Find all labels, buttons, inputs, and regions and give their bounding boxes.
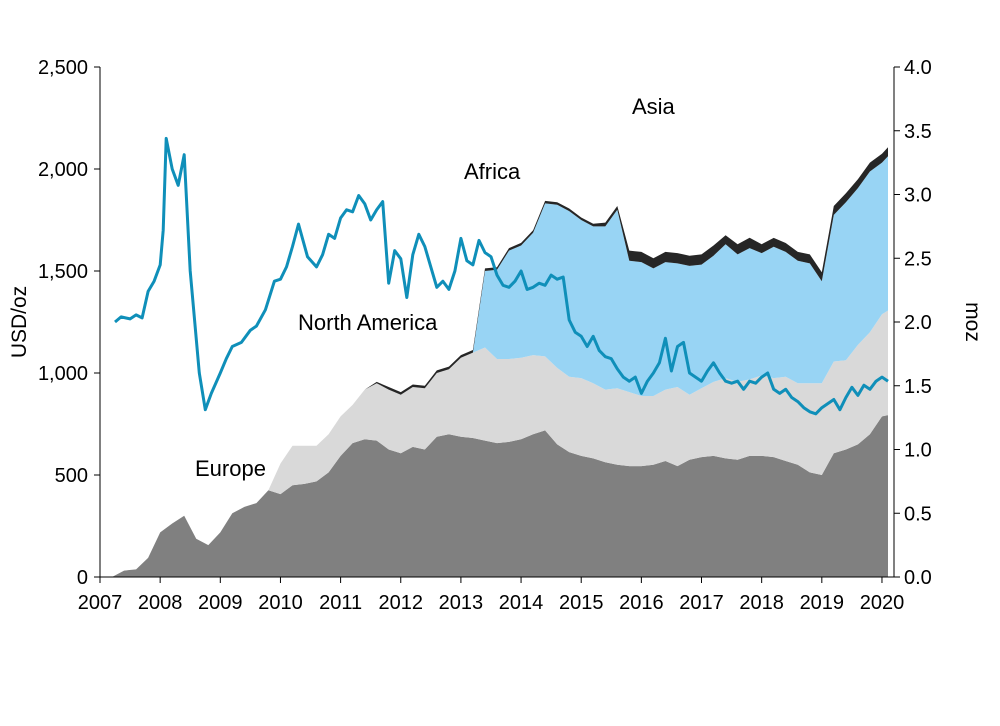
right-tick-label: 1.5 — [904, 376, 932, 398]
price-line — [114, 136, 889, 416]
x-tick-label: 2016 — [619, 592, 664, 614]
left-tick-label: 1,500 — [38, 261, 88, 283]
right-tick-label: 3.0 — [904, 185, 932, 207]
label-north-america: North America — [298, 310, 438, 335]
x-axis-ticks: 2007 2008 2009 2010 2011 2012 2013 2014 2015 2016… — [78, 577, 904, 614]
right-tick-label: 3.5 — [904, 121, 932, 143]
label-asia: Asia — [632, 94, 676, 119]
x-tick-label: 2007 — [78, 592, 123, 614]
x-tick-label: 2018 — [739, 592, 784, 614]
right-tick-label: 2.0 — [904, 312, 932, 334]
x-tick-label: 2019 — [800, 592, 845, 614]
x-tick-label: 2011 — [319, 592, 362, 614]
left-axis-title: USD/oz — [8, 286, 31, 358]
left-axis-ticks: 0 500 1,000 1,500 2,000 2,500 — [38, 57, 100, 589]
x-tick-label: 2015 — [559, 592, 604, 614]
x-tick-label: 2020 — [860, 592, 905, 614]
left-tick-label: 2,500 — [38, 57, 88, 79]
left-tick-label: 0 — [77, 567, 88, 589]
label-africa: Africa — [464, 159, 521, 184]
right-tick-label: 0.0 — [904, 567, 932, 589]
x-tick-label: 2017 — [679, 592, 724, 614]
x-tick-label: 2012 — [379, 592, 424, 614]
left-tick-label: 2,000 — [38, 159, 88, 181]
right-tick-label: 0.5 — [904, 503, 932, 525]
right-tick-label: 1.0 — [904, 440, 932, 462]
area-north-america — [112, 310, 888, 577]
x-tick-label: 2013 — [439, 592, 484, 614]
left-tick-label: 1,000 — [38, 363, 88, 385]
right-tick-label: 4.0 — [904, 57, 932, 79]
area-asia — [112, 156, 888, 578]
x-tick-label: 2008 — [138, 592, 183, 614]
label-europe: Europe — [195, 456, 266, 481]
area-europe — [112, 415, 888, 577]
x-tick-label: 2010 — [258, 592, 303, 614]
x-tick-label: 2014 — [499, 592, 544, 614]
left-tick-label: 500 — [55, 465, 88, 487]
right-axis-ticks: 0.0 0.5 1.0 1.5 2.0 2.5 3.0 3.5 4.0 — [894, 57, 932, 589]
x-tick-label: 2009 — [198, 592, 243, 614]
right-tick-label: 2.5 — [904, 248, 932, 270]
area-layers — [112, 147, 888, 578]
right-axis-title: moz — [961, 302, 984, 342]
